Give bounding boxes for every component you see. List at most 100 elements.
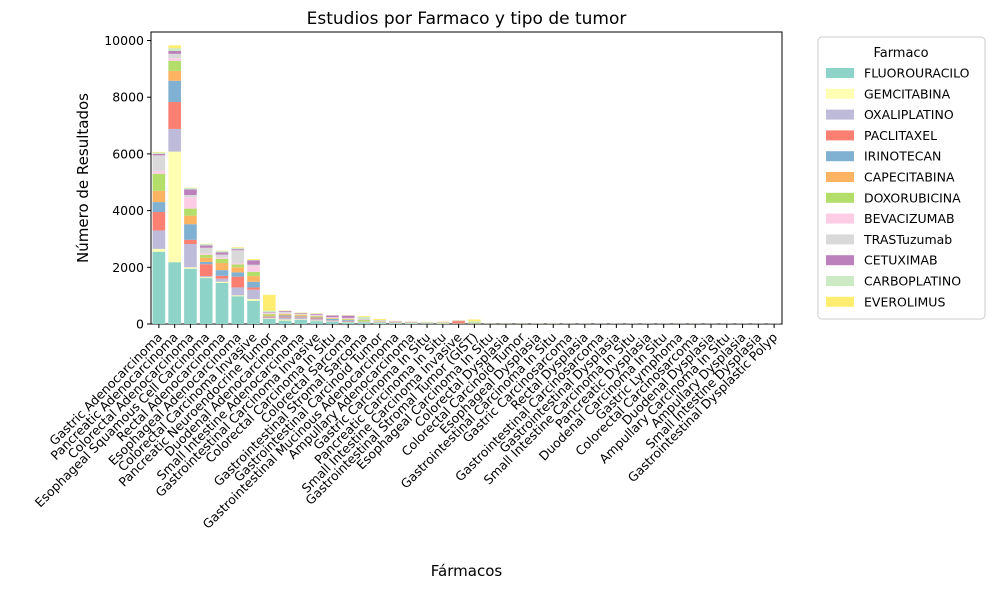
bar-segment	[231, 272, 245, 277]
bar-segment	[247, 300, 260, 324]
legend: Farmaco FLUOROURACILO GEMCITABINA OXALIPLA…	[817, 36, 986, 320]
legend-label: OXALIPLATINO	[864, 107, 954, 122]
chart-title: Estudios por Farmaco y tipo de tumor	[307, 9, 627, 29]
legend-swatch	[826, 151, 854, 162]
bar-segment	[278, 313, 292, 315]
bars	[152, 45, 781, 324]
bar-segment	[231, 247, 245, 248]
bar-segment	[294, 314, 308, 315]
bar-segment	[231, 267, 245, 273]
bar-segment	[341, 318, 355, 320]
bar-segment	[357, 319, 371, 322]
y-tick-label: 8000	[112, 90, 144, 105]
y-axis-label: Número de Resultados	[74, 93, 92, 263]
bar-segment	[389, 323, 402, 324]
legend-swatch	[826, 172, 854, 182]
legend-label: CETUXIMAB	[864, 253, 938, 268]
bar-segment	[199, 244, 213, 246]
bar-segment	[341, 322, 355, 324]
bar-segment	[215, 282, 229, 324]
bar-segment	[247, 259, 260, 260]
legend-swatch	[826, 255, 854, 266]
bar-segment	[184, 189, 197, 196]
bar-segment	[310, 313, 323, 315]
bar-segment	[215, 252, 229, 255]
legend-label: CAPECITABINA	[864, 170, 955, 185]
bar-segment	[294, 319, 308, 324]
bar-segment	[215, 257, 229, 259]
bar-segment	[152, 230, 166, 249]
y-tick-label: 2000	[112, 260, 144, 275]
bar-segment	[247, 260, 260, 265]
bar-segment	[310, 315, 323, 317]
bar-segment	[231, 247, 245, 250]
y-tick-label: 10000	[104, 33, 144, 48]
bar-segment	[231, 250, 245, 264]
legend-label: EVEROLIMUS	[864, 294, 945, 309]
bar-segment	[468, 319, 481, 322]
bar-segment	[278, 320, 292, 324]
bar-segment	[184, 239, 197, 245]
bar-segment	[184, 208, 197, 216]
bar-segment	[263, 318, 276, 324]
bar-segment	[310, 317, 323, 319]
bar-segment	[294, 317, 308, 318]
bar-segment	[310, 316, 323, 317]
bar-segment	[326, 318, 339, 319]
legend-swatch	[826, 213, 854, 224]
bar-segment	[215, 254, 229, 258]
bar-segment	[263, 315, 276, 317]
bar-segment	[310, 318, 323, 320]
y-tick-label: 0	[136, 317, 144, 332]
bar-segment	[215, 270, 229, 276]
y-axis: 0 2000 4000 6000 8000 10000	[104, 33, 151, 332]
bar-segment	[184, 244, 197, 268]
bar-segment	[199, 257, 213, 262]
bar-segment	[278, 316, 292, 318]
bar-segment	[199, 277, 213, 279]
bar-segment	[263, 316, 276, 317]
bar-segment	[247, 276, 260, 282]
bar-segment	[294, 314, 308, 316]
legend-label: PACLITAXEL	[864, 128, 937, 143]
bar-segment	[231, 287, 245, 296]
bar-segment	[357, 316, 371, 320]
bar-segment	[294, 316, 308, 318]
bar-segment	[310, 321, 323, 324]
bar-segment	[152, 151, 166, 153]
bar-segment	[326, 315, 339, 318]
legend-swatch	[826, 88, 854, 99]
legend-swatch	[826, 234, 854, 245]
legend-label: DOXORUBICINA	[864, 190, 961, 205]
bar-segment	[231, 264, 245, 268]
bar-segment	[168, 80, 181, 103]
bar-segment	[310, 316, 323, 318]
legend-title: Farmaco	[873, 46, 928, 61]
y-tick-label: 6000	[112, 146, 144, 161]
bar-segment	[215, 250, 229, 253]
bar-segment	[294, 313, 308, 315]
bar-segment	[231, 249, 245, 251]
bar-segment	[152, 212, 166, 231]
bar-segment	[184, 224, 197, 240]
bar-segment	[357, 322, 371, 324]
bar-segment	[168, 53, 181, 59]
bar-segment	[247, 259, 260, 261]
bar-segment	[184, 187, 197, 190]
bar-segment	[357, 315, 371, 317]
bar-segment	[294, 315, 308, 317]
bar-segment	[278, 315, 292, 317]
bar-segment	[263, 316, 276, 318]
bar-segment	[263, 314, 276, 316]
bar-segment	[152, 190, 166, 203]
bar-segment	[436, 323, 450, 324]
bar-segment	[294, 317, 308, 320]
bar-segment	[452, 321, 465, 324]
legend-swatch	[826, 192, 854, 203]
bar-segment	[404, 323, 418, 324]
bar-segment	[341, 321, 355, 323]
bar-segment	[263, 317, 276, 319]
bar-segment	[152, 170, 166, 174]
bar-segment	[247, 299, 260, 301]
